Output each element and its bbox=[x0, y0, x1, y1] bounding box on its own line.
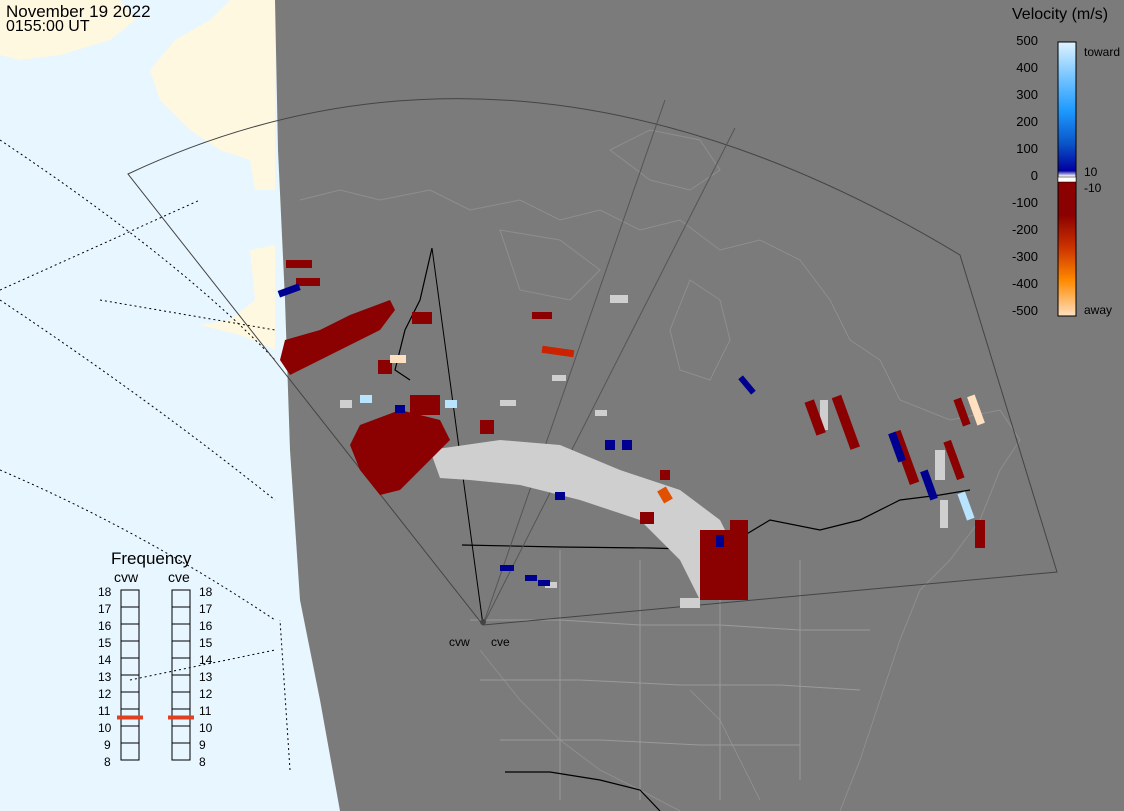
freq-num-left: 17 bbox=[98, 602, 112, 616]
velocity-tick: -400 bbox=[1011, 276, 1038, 291]
freq-num-right: 11 bbox=[199, 704, 212, 718]
freq-num-left: 9 bbox=[104, 738, 111, 752]
pos-threshold-label: 10 bbox=[1084, 165, 1098, 179]
cve-frequency-marker bbox=[168, 715, 194, 720]
radar-site-cve-label: cve bbox=[491, 635, 510, 649]
velocity-tick: 0 bbox=[1030, 168, 1038, 183]
day-land-siberia bbox=[0, 0, 135, 60]
away-light-scatter bbox=[390, 355, 985, 426]
state-borders bbox=[470, 550, 870, 800]
velocity-tick: -500 bbox=[1011, 303, 1038, 318]
freq-num-left: 16 bbox=[98, 619, 112, 633]
freq-num-right: 17 bbox=[199, 602, 213, 616]
away-mid-scatter bbox=[541, 345, 673, 504]
neg-threshold-label: -10 bbox=[1084, 181, 1102, 195]
coastlines bbox=[299, 129, 1021, 811]
frequency-site-cvw: cvw bbox=[114, 569, 139, 585]
velocity-tick: 300 bbox=[1016, 87, 1038, 102]
radar-fov bbox=[127, 98, 1058, 626]
freq-num-left: 18 bbox=[98, 585, 112, 599]
toward-scatter bbox=[277, 283, 938, 586]
mlat-grid bbox=[0, 139, 291, 771]
velocity-tick: 400 bbox=[1016, 60, 1038, 75]
frequency-scales bbox=[120, 589, 191, 761]
toward-label: toward bbox=[1084, 45, 1121, 59]
frequency-title: Frequency bbox=[111, 549, 192, 568]
freq-num-right: 18 bbox=[199, 585, 213, 599]
freq-num-left: 14 bbox=[98, 653, 112, 667]
freq-num-left: 11 bbox=[98, 704, 111, 718]
freq-num-right: 14 bbox=[199, 653, 213, 667]
frequency-site-cve: cve bbox=[168, 569, 190, 585]
toward-light-scatter bbox=[360, 395, 975, 521]
velocity-tick: 500 bbox=[1016, 33, 1038, 48]
day-land-alaska bbox=[150, 0, 275, 190]
freq-num-left: 8 bbox=[104, 755, 111, 769]
freq-num-left: 10 bbox=[98, 721, 112, 735]
away-label: away bbox=[1084, 303, 1113, 317]
velocity-title: Velocity (m/s) bbox=[1012, 6, 1109, 23]
freq-num-right: 13 bbox=[199, 670, 213, 684]
velocity-tick: 200 bbox=[1016, 114, 1038, 129]
velocity-tick: 100 bbox=[1016, 141, 1038, 156]
freq-num-right: 10 bbox=[199, 721, 213, 735]
velocity-tick: -100 bbox=[1011, 195, 1038, 210]
freq-num-left: 12 bbox=[98, 687, 112, 701]
velocity-zero-band bbox=[1057, 176, 1077, 183]
cvw-frequency-marker bbox=[117, 715, 143, 720]
freq-num-left: 15 bbox=[98, 636, 112, 650]
freq-num-right: 9 bbox=[199, 738, 206, 752]
freq-num-right: 12 bbox=[199, 687, 213, 701]
freq-num-right: 15 bbox=[199, 636, 213, 650]
ground-scatter bbox=[340, 295, 948, 608]
night-side bbox=[275, 0, 1124, 811]
date-label: November 19 2022 bbox=[6, 2, 151, 21]
national-borders bbox=[394, 247, 971, 811]
velocity-tick: -200 bbox=[1011, 222, 1038, 237]
freq-num-right: 16 bbox=[199, 619, 213, 633]
velocity-tick: -300 bbox=[1011, 249, 1038, 264]
radar-site-dot bbox=[480, 619, 486, 625]
time-label: 0155:00 UT bbox=[6, 18, 90, 35]
day-land-alaska-peninsula bbox=[200, 245, 275, 350]
freq-num-right: 8 bbox=[199, 755, 206, 769]
radar-site-cvw-label: cvw bbox=[449, 635, 470, 649]
freq-num-left: 13 bbox=[98, 670, 112, 684]
